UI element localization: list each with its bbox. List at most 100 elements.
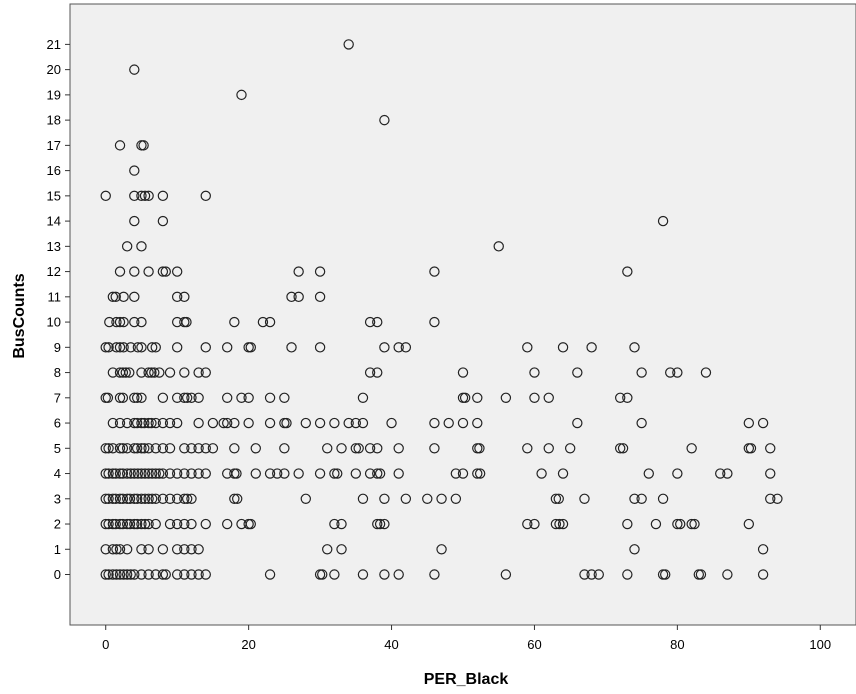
data-point (686, 518, 697, 530)
data-point (131, 443, 143, 454)
data-point (357, 417, 369, 429)
data-point (107, 493, 119, 504)
data-point (657, 215, 669, 227)
data-point (472, 468, 483, 479)
data-point (164, 367, 176, 378)
data-point (353, 443, 364, 454)
data-point (765, 468, 776, 479)
data-point (221, 392, 233, 404)
data-point (364, 316, 376, 328)
data-point (129, 316, 140, 328)
data-point (131, 392, 143, 404)
data-point (500, 569, 512, 580)
data-point (457, 417, 469, 429)
data-point (179, 443, 190, 454)
data-point (364, 443, 376, 454)
data-point (557, 468, 569, 479)
data-point (125, 342, 136, 353)
data-point (193, 443, 204, 454)
data-point (529, 392, 540, 404)
data-point (336, 518, 347, 530)
data-point (350, 443, 362, 454)
data-point (236, 89, 247, 101)
data-point (500, 392, 512, 404)
data-point (129, 518, 140, 530)
data-point (179, 291, 190, 303)
data-point (107, 443, 119, 454)
data-point (136, 417, 147, 429)
data-point (350, 468, 362, 479)
data-point (181, 316, 192, 328)
data-point (293, 266, 304, 277)
data-point (553, 493, 564, 504)
data-point (250, 443, 261, 454)
data-point (272, 468, 283, 479)
data-point (129, 64, 140, 75)
data-point (103, 518, 114, 530)
data-point (672, 367, 683, 378)
data-point (150, 493, 161, 504)
data-point (179, 392, 190, 404)
data-point (615, 443, 626, 454)
data-point (286, 291, 297, 303)
data-point (136, 443, 147, 454)
data-point (686, 443, 697, 454)
data-point (229, 493, 240, 504)
data-point (114, 518, 126, 530)
data-point (364, 468, 376, 479)
x-tick-label: 40 (384, 637, 398, 652)
data-point (129, 569, 140, 580)
y-tick-label: 10 (47, 315, 61, 330)
data-point (243, 417, 254, 429)
data-point (171, 392, 183, 404)
data-point (657, 493, 669, 504)
y-axis-title: BusCounts (11, 273, 28, 358)
data-point (343, 417, 354, 429)
data-point (695, 569, 707, 580)
data-point (107, 417, 119, 429)
data-point (643, 468, 654, 479)
data-point (765, 493, 776, 504)
data-point (181, 392, 193, 404)
data-point (114, 342, 126, 353)
data-point (118, 316, 129, 328)
y-tick-label: 13 (47, 239, 61, 254)
data-point (379, 518, 390, 530)
data-point (279, 443, 290, 454)
data-point (536, 468, 547, 479)
data-point (374, 468, 386, 479)
data-point (186, 544, 197, 555)
data-point (665, 367, 676, 378)
data-point (186, 569, 197, 580)
data-point (300, 417, 311, 429)
data-point (111, 569, 122, 580)
data-point (114, 392, 126, 404)
y-tick-label: 17 (47, 138, 61, 153)
data-point (132, 342, 144, 353)
data-point (317, 569, 328, 580)
data-point (164, 493, 176, 504)
data-point (200, 468, 211, 479)
data-point (281, 417, 292, 429)
data-point (107, 291, 119, 303)
y-tick-label: 11 (48, 289, 62, 304)
data-point (100, 468, 111, 479)
data-point (121, 241, 133, 252)
y-tick-label: 16 (47, 163, 61, 178)
data-point (164, 417, 176, 429)
data-point (117, 518, 129, 530)
data-point (171, 291, 183, 303)
data-point (586, 569, 597, 580)
data-point (117, 367, 129, 378)
data-point (207, 417, 219, 429)
data-point (374, 518, 386, 530)
data-point (379, 569, 390, 580)
data-point (114, 544, 126, 555)
data-point (207, 443, 219, 454)
data-point (474, 443, 485, 454)
data-point (529, 367, 540, 378)
data-point (264, 569, 276, 580)
data-point (164, 468, 176, 479)
data-point (629, 493, 640, 504)
data-point (193, 417, 204, 429)
